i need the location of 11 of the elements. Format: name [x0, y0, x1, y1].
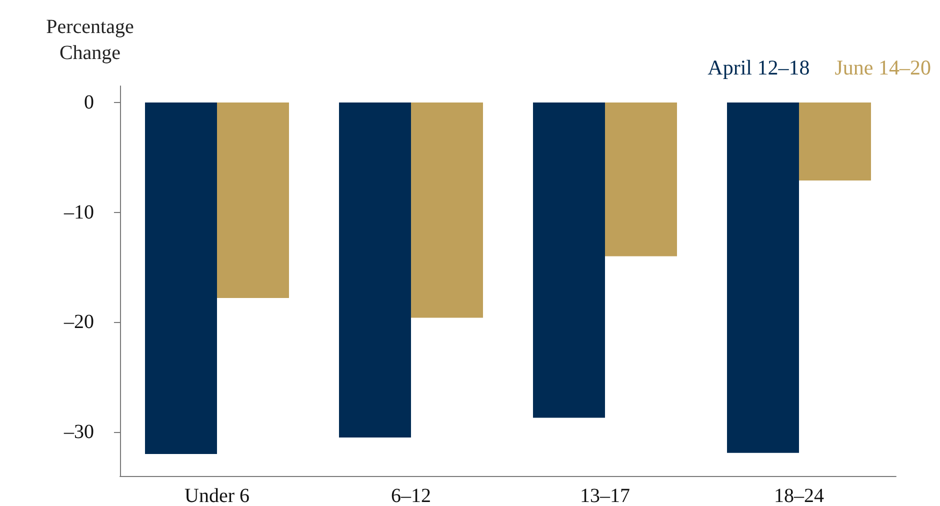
y-tick-label: 0 — [84, 91, 94, 114]
y-tick-label: –10 — [63, 201, 94, 224]
x-tick-label: 13–17 — [580, 485, 630, 506]
y-tick-label: –20 — [63, 311, 94, 334]
series-label: June 14–20 — [834, 56, 932, 80]
x-tick-label: 6–12 — [391, 485, 431, 506]
y-axis-title: Percentage Change — [46, 16, 134, 64]
x-tick-label: Under 6 — [184, 485, 250, 506]
y-tick-label: –30 — [63, 421, 94, 444]
x-tick-label: 18–24 — [774, 485, 824, 506]
series-label: April 12–18 — [708, 56, 810, 80]
